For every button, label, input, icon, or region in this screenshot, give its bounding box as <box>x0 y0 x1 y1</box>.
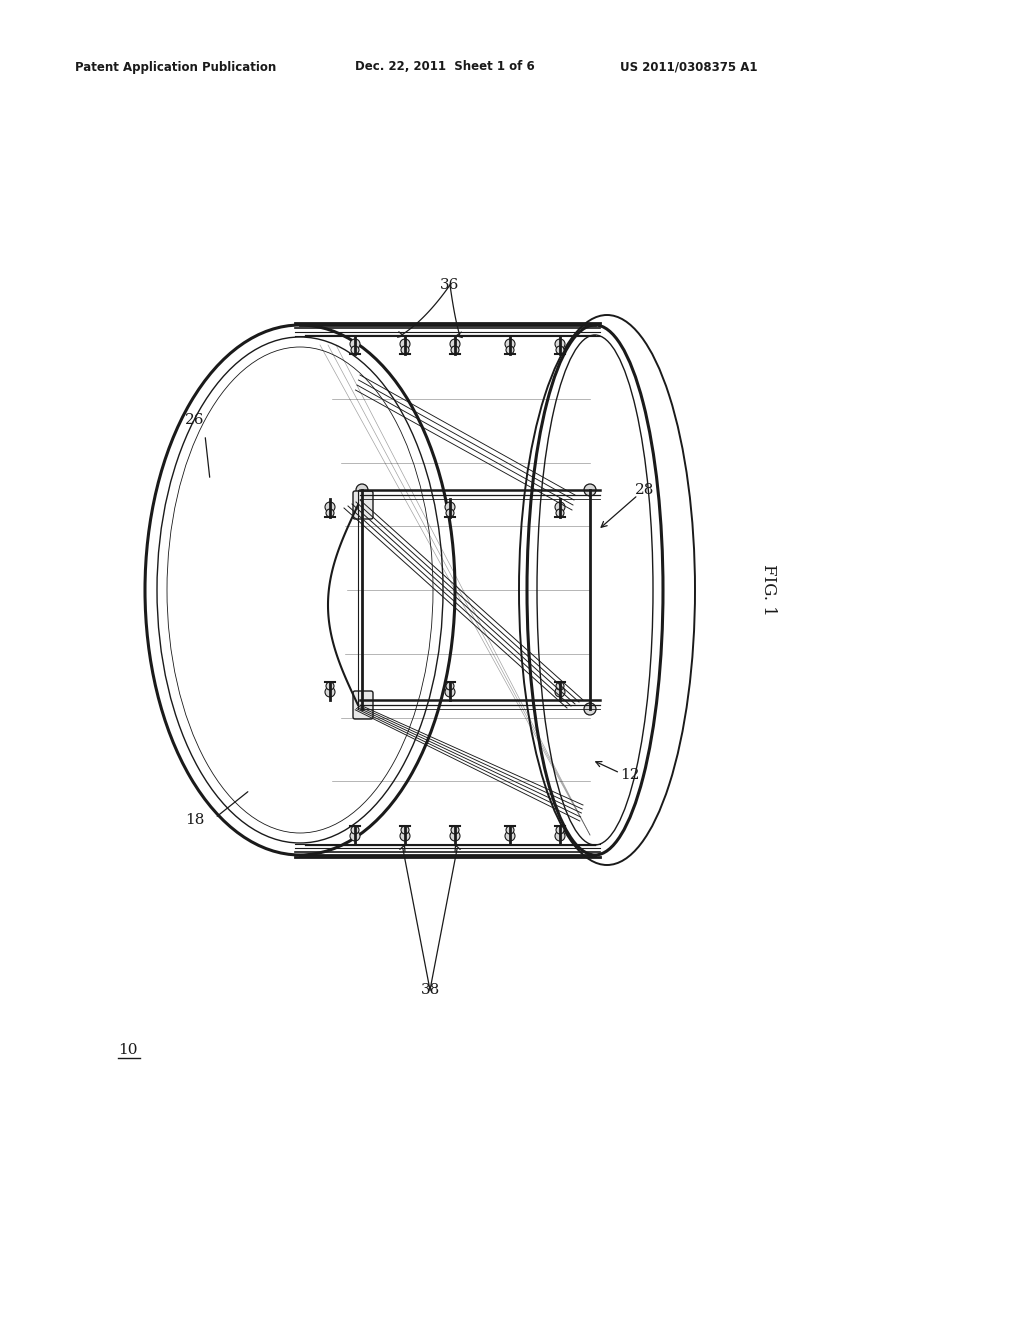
Text: 26: 26 <box>185 413 205 426</box>
Text: Patent Application Publication: Patent Application Publication <box>75 61 276 74</box>
Text: 18: 18 <box>185 813 205 828</box>
Circle shape <box>555 686 565 697</box>
Text: 28: 28 <box>635 483 654 498</box>
Circle shape <box>445 686 455 697</box>
Text: FIG. 1: FIG. 1 <box>760 564 776 616</box>
Circle shape <box>555 339 565 348</box>
Text: US 2011/0308375 A1: US 2011/0308375 A1 <box>620 61 758 74</box>
Text: Dec. 22, 2011  Sheet 1 of 6: Dec. 22, 2011 Sheet 1 of 6 <box>355 61 535 74</box>
Circle shape <box>350 832 360 841</box>
Circle shape <box>446 682 454 690</box>
FancyBboxPatch shape <box>353 690 373 719</box>
Circle shape <box>450 339 460 348</box>
Circle shape <box>556 826 564 834</box>
Circle shape <box>556 682 564 690</box>
Circle shape <box>584 704 596 715</box>
Circle shape <box>350 339 360 348</box>
Circle shape <box>400 339 410 348</box>
Circle shape <box>505 832 515 841</box>
Circle shape <box>451 346 459 354</box>
Circle shape <box>400 832 410 841</box>
Circle shape <box>326 682 334 690</box>
Circle shape <box>351 826 359 834</box>
Circle shape <box>401 346 409 354</box>
Circle shape <box>351 346 359 354</box>
Circle shape <box>401 826 409 834</box>
Circle shape <box>505 339 515 348</box>
Circle shape <box>325 502 335 512</box>
Circle shape <box>325 686 335 697</box>
Text: 38: 38 <box>421 983 439 997</box>
Circle shape <box>445 502 455 512</box>
Circle shape <box>555 502 565 512</box>
Circle shape <box>356 484 368 496</box>
Circle shape <box>356 704 368 715</box>
Circle shape <box>326 510 334 517</box>
Circle shape <box>451 826 459 834</box>
Text: 10: 10 <box>118 1043 137 1057</box>
Circle shape <box>556 510 564 517</box>
Text: 12: 12 <box>621 768 640 781</box>
Circle shape <box>450 832 460 841</box>
Circle shape <box>555 832 565 841</box>
Circle shape <box>556 346 564 354</box>
Circle shape <box>506 826 514 834</box>
Circle shape <box>506 346 514 354</box>
Text: 36: 36 <box>440 279 460 292</box>
Circle shape <box>584 484 596 496</box>
Circle shape <box>446 510 454 517</box>
FancyBboxPatch shape <box>353 491 373 519</box>
